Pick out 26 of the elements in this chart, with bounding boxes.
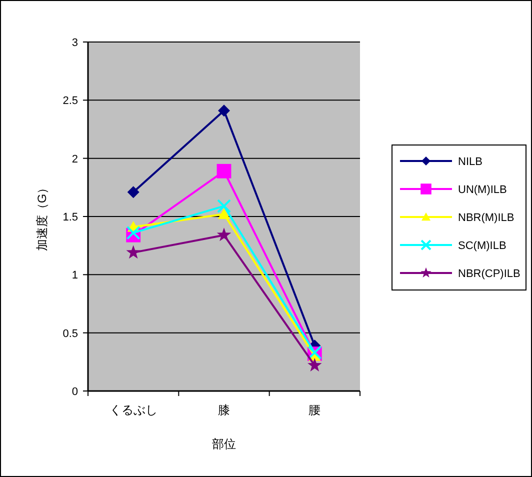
y-tick-label: 2.5 [62, 95, 78, 108]
legend-label: NBR(M)ILB [458, 212, 514, 224]
point [216, 164, 232, 178]
x-tick-label: くるぶし [109, 403, 158, 417]
y-tick-label: 1 [72, 270, 78, 282]
y-tick-label: 2 [72, 153, 78, 166]
point [216, 228, 232, 242]
point [308, 358, 322, 372]
point [126, 245, 140, 259]
legend-label: UN(M)ILB [458, 184, 507, 196]
y-axis-title: 加速度（G） [35, 182, 49, 252]
legend-label: SC(M)ILB [458, 240, 506, 252]
x-axis-title: 部位 [212, 437, 236, 451]
y-tick-label: 0.5 [62, 328, 78, 340]
point [126, 226, 140, 240]
x-tick-label: 膝 [218, 403, 230, 417]
point [218, 104, 230, 117]
y-tick-label: 0 [72, 386, 78, 398]
legend-label: NILB [458, 156, 482, 168]
x-tick-label: 腰 [308, 403, 321, 417]
point [218, 208, 230, 219]
y-tick-label: 1.5 [62, 212, 78, 224]
y-tick-label: 3 [72, 37, 78, 49]
point [127, 186, 140, 198]
point [217, 199, 231, 214]
legend-label: NBR(CP)ILB [458, 268, 520, 280]
